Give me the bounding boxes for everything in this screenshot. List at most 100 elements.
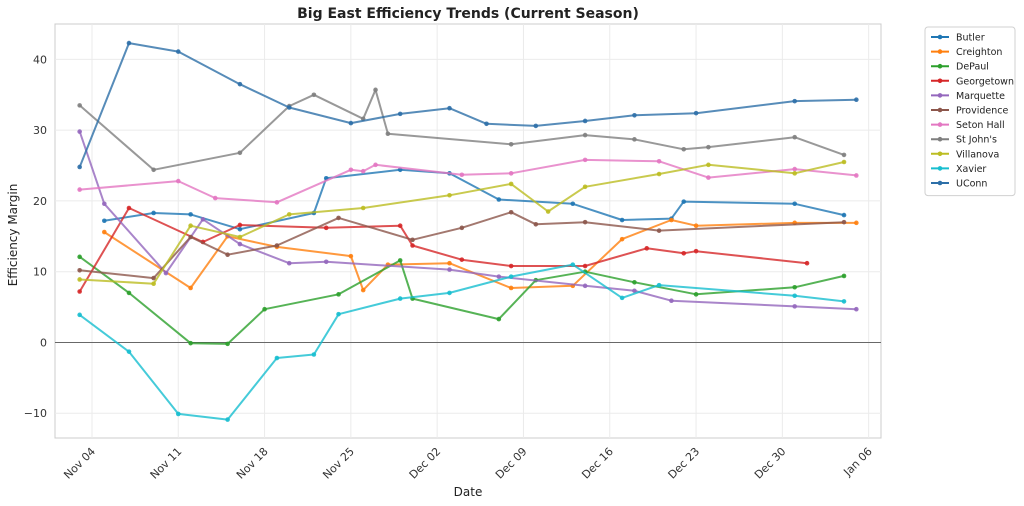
legend-item: DePaul — [931, 62, 989, 73]
data-point — [237, 222, 243, 228]
data-point — [644, 246, 650, 251]
data-point — [582, 219, 588, 225]
data-point — [619, 217, 625, 223]
legend-label: Villanova — [956, 149, 999, 160]
data-point — [447, 105, 452, 111]
data-point — [188, 212, 193, 217]
data-point — [336, 292, 341, 297]
legend-label: Providence — [956, 106, 1008, 117]
data-point — [336, 311, 341, 317]
y-tick-label: 30 — [33, 124, 47, 137]
legend-item: Seton Hall — [931, 120, 1005, 131]
legend-item: Creighton — [931, 47, 1002, 58]
legend-item: Georgetown — [931, 76, 1014, 87]
y-tick-label: 20 — [33, 195, 47, 208]
legend-label: Creighton — [956, 47, 1002, 58]
data-point — [175, 178, 181, 184]
y-tick-label: 0 — [40, 336, 47, 349]
series-st-john-s — [77, 87, 847, 173]
data-point — [508, 171, 514, 176]
data-point — [669, 217, 674, 223]
data-point — [804, 260, 810, 266]
data-point — [496, 197, 502, 202]
data-point — [397, 111, 403, 117]
series-line — [78, 161, 845, 285]
data-point — [854, 220, 859, 226]
data-point — [188, 234, 193, 240]
data-point — [225, 341, 230, 347]
data-point — [286, 105, 292, 110]
data-point — [286, 260, 292, 266]
data-point — [102, 218, 107, 224]
series-creighton — [102, 217, 859, 293]
data-point — [792, 201, 798, 207]
data-point — [188, 340, 193, 346]
legend-label: Marquette — [956, 91, 1005, 102]
data-point — [582, 157, 588, 163]
data-point — [151, 281, 156, 287]
data-point — [447, 192, 452, 198]
data-point — [163, 270, 169, 276]
data-point — [77, 267, 82, 273]
data-point — [77, 289, 82, 294]
data-point — [681, 250, 687, 256]
data-point — [681, 199, 687, 204]
legend-marker — [937, 34, 943, 40]
data-point — [693, 292, 699, 297]
data-point — [360, 205, 366, 211]
data-point — [582, 118, 588, 124]
y-axis-label: Efficiency Margin — [6, 184, 20, 287]
legend-marker — [937, 78, 943, 84]
data-point — [459, 257, 465, 262]
series-line — [78, 207, 808, 293]
data-point — [237, 81, 243, 87]
data-point — [77, 129, 82, 134]
legend-label: Butler — [956, 33, 985, 44]
data-point — [854, 173, 859, 178]
data-point — [656, 282, 662, 288]
x-axis-label: Date — [454, 485, 483, 499]
data-point — [459, 172, 465, 178]
data-point — [274, 200, 280, 205]
data-point — [841, 219, 847, 225]
data-point — [508, 209, 514, 215]
legend-label: Seton Hall — [956, 120, 1005, 131]
data-point — [262, 306, 267, 312]
data-point — [77, 164, 82, 170]
data-point — [102, 201, 107, 207]
data-point — [792, 293, 798, 299]
data-point — [632, 137, 637, 142]
legend-item: St John's — [931, 135, 997, 146]
data-point — [126, 40, 132, 46]
legend-marker — [937, 93, 943, 98]
data-point — [397, 223, 403, 228]
data-point — [656, 158, 662, 164]
legend-item: Marquette — [931, 91, 1005, 102]
data-point — [681, 146, 687, 152]
data-point — [360, 287, 366, 293]
data-point — [360, 168, 366, 174]
data-point — [397, 296, 403, 301]
legend-marker — [937, 180, 943, 186]
plot-frame — [54, 23, 882, 439]
data-point — [286, 212, 292, 217]
data-point — [508, 181, 514, 187]
series-line — [78, 158, 858, 204]
data-point — [237, 226, 243, 232]
data-point — [841, 212, 847, 218]
data-point — [706, 175, 711, 180]
legend-item: Villanova — [931, 149, 999, 160]
data-point — [841, 273, 847, 279]
data-point — [348, 253, 354, 259]
data-point — [225, 417, 230, 422]
data-point — [545, 209, 551, 214]
data-point — [274, 355, 280, 361]
data-point — [274, 243, 280, 248]
data-point — [225, 252, 230, 258]
data-point — [397, 258, 403, 263]
data-point — [151, 275, 156, 281]
data-point — [496, 316, 502, 322]
data-point — [693, 110, 699, 116]
y-tick-label: 40 — [33, 53, 47, 66]
